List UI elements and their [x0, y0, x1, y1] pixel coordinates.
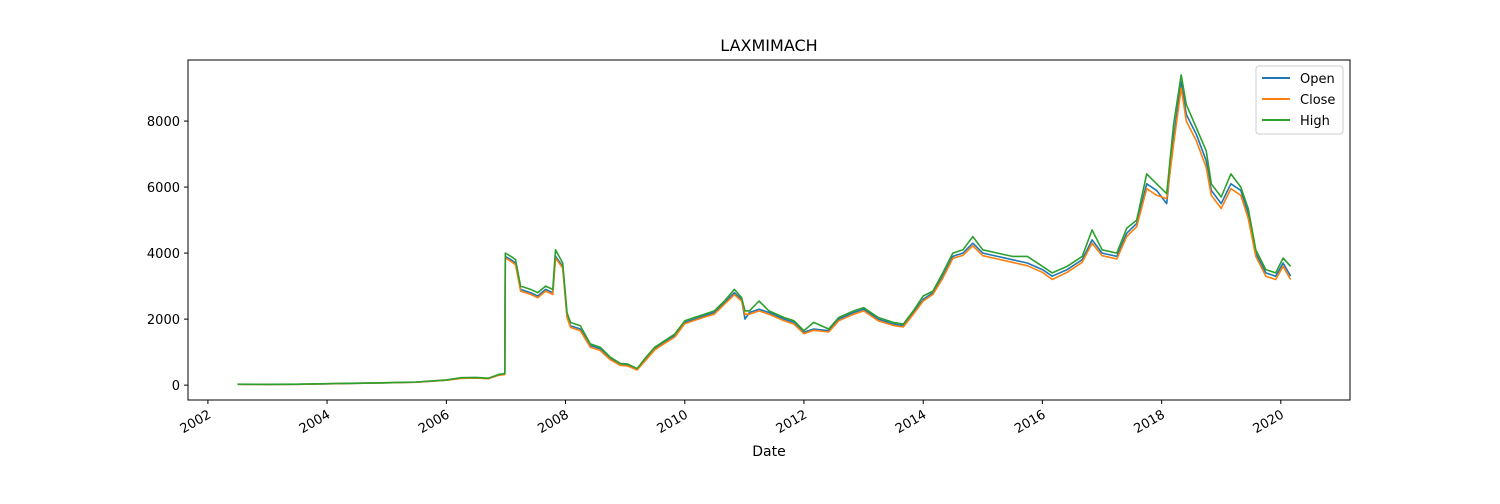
- chart-title: LAXMIMACH: [720, 36, 817, 55]
- series-layer: [237, 74, 1292, 386]
- legend: Open Close High: [1255, 65, 1344, 135]
- y-tick-label: 2000: [147, 313, 180, 328]
- legend-label-open: Open: [1300, 72, 1335, 87]
- y-tick-label: 0: [172, 379, 180, 394]
- plot-background: [188, 60, 1350, 400]
- legend-label-close: Close: [1300, 93, 1335, 108]
- y-tick-label: 6000: [147, 181, 180, 196]
- x-axis-label: Date: [752, 444, 785, 460]
- y-axis: 0 2000 4000 6000 8000: [147, 115, 188, 394]
- plot-frame: [187, 59, 1351, 401]
- legend-label-high: High: [1300, 114, 1330, 129]
- legend-frame: [1255, 65, 1344, 135]
- plot-area: [187, 59, 1351, 401]
- series-line-close: [237, 87, 1292, 386]
- y-tick-label: 4000: [147, 247, 180, 262]
- series-line-high: [237, 74, 1292, 386]
- y-tick-label: 8000: [147, 115, 180, 130]
